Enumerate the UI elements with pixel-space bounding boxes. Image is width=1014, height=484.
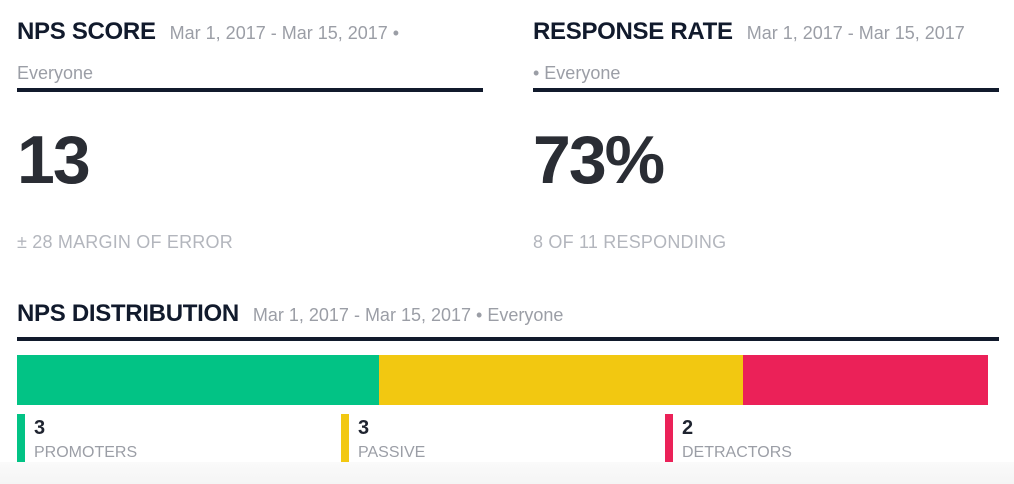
legend-passive: 3 PASSIVE — [341, 414, 425, 468]
bar-segment-passive[interactable] — [379, 355, 743, 405]
response-rate-divider — [533, 88, 999, 92]
bar-segment-promoters[interactable] — [17, 355, 379, 405]
response-rate-date-range: Mar 1, 2017 - Mar 15, 2017 — [746, 23, 965, 43]
promoters-count: 3 — [34, 417, 46, 439]
legend-detractors: 2 DETRACTORS — [665, 414, 792, 468]
response-rate-value: 73% — [533, 122, 665, 198]
nps-distribution-header: NPS DISTRIBUTION Mar 1, 2017 - Mar 15, 20… — [17, 296, 999, 337]
nps-score-value: 13 — [17, 122, 91, 198]
response-rate-header: RESPONSE RATE Mar 1, 2017 - Mar 15, 2017 … — [533, 0, 999, 88]
nps-score-header: NPS SCORE Mar 1, 2017 - Mar 15, 2017 • Ev… — [17, 0, 483, 88]
response-rate-panel: RESPONSE RATE Mar 1, 2017 - Mar 15, 2017 … — [533, 0, 999, 253]
nps-score-panel: NPS SCORE Mar 1, 2017 - Mar 15, 2017 • Ev… — [17, 0, 483, 253]
nps-score-segment: Everyone — [17, 63, 94, 83]
nps-score-divider — [17, 88, 483, 92]
nps-distribution-bar — [17, 355, 988, 405]
response-rate-title: RESPONSE RATE — [533, 18, 733, 45]
passive-swatch — [341, 414, 349, 468]
response-rate-count: 8 OF 11 RESPONDING — [533, 232, 727, 252]
detractors-swatch — [665, 414, 673, 468]
response-rate-segment: • Everyone — [533, 63, 621, 83]
nps-distribution-meta: Mar 1, 2017 - Mar 15, 2017 • Everyone — [252, 305, 564, 325]
nps-distribution-title: NPS DISTRIBUTION — [17, 300, 239, 327]
nps-distribution-panel: NPS DISTRIBUTION Mar 1, 2017 - Mar 15, 20… — [17, 296, 999, 341]
nps-score-title: NPS SCORE — [17, 18, 156, 45]
nps-score-date-range: Mar 1, 2017 - Mar 15, 2017 • — [169, 23, 400, 43]
promoters-swatch — [17, 414, 25, 468]
bar-segment-detractors[interactable] — [743, 355, 988, 405]
passive-count: 3 — [358, 417, 370, 439]
detractors-count: 2 — [682, 417, 694, 439]
promoters-label: PROMOTERS — [34, 444, 138, 461]
detractors-label: DETRACTORS — [682, 444, 792, 461]
nps-distribution-divider — [17, 337, 999, 341]
nps-score-margin: ± 28 MARGIN OF ERROR — [17, 232, 233, 252]
bottom-fade — [0, 462, 1014, 484]
legend-promoters: 3 PROMOTERS — [17, 414, 137, 468]
passive-label: PASSIVE — [358, 444, 426, 461]
